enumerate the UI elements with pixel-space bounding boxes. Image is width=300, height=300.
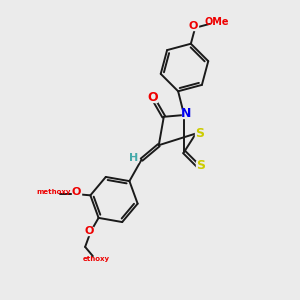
- Bar: [196, 161, 205, 170]
- Text: H: H: [129, 153, 139, 163]
- Bar: [189, 22, 198, 30]
- Bar: [195, 129, 205, 138]
- Text: O: O: [189, 21, 198, 31]
- Bar: [148, 93, 157, 102]
- Text: O: O: [72, 188, 81, 197]
- Text: methoxy: methoxy: [37, 189, 71, 195]
- Text: ethoxy: ethoxy: [82, 256, 110, 262]
- Text: S: S: [196, 159, 205, 172]
- Bar: [130, 154, 138, 162]
- Text: O: O: [147, 91, 158, 104]
- Text: OMe: OMe: [205, 17, 230, 27]
- Bar: [72, 189, 80, 196]
- Text: S: S: [195, 127, 204, 140]
- Bar: [85, 227, 94, 235]
- Text: N: N: [181, 107, 192, 120]
- Text: O: O: [85, 226, 94, 236]
- Bar: [182, 109, 191, 118]
